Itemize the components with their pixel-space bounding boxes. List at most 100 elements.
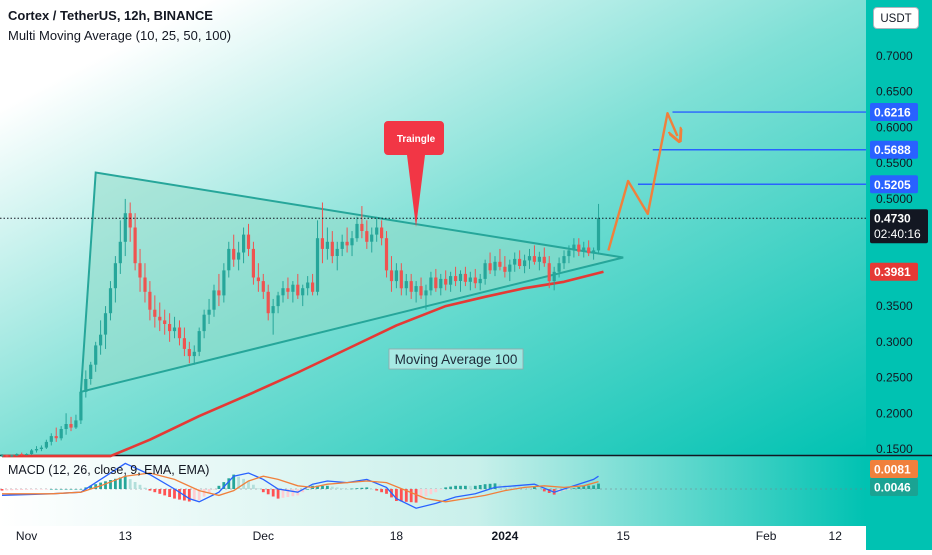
candle[interactable]: [69, 416, 73, 432]
candle[interactable]: [458, 270, 463, 292]
candle[interactable]: [207, 298, 211, 324]
candle[interactable]: [266, 284, 270, 321]
candle[interactable]: [592, 247, 596, 260]
candle[interactable]: [340, 234, 344, 257]
candle[interactable]: [380, 220, 384, 246]
candle[interactable]: [409, 273, 413, 299]
candle[interactable]: [0, 454, 4, 457]
candle[interactable]: [59, 426, 63, 441]
candle[interactable]: [15, 453, 19, 457]
candle[interactable]: [291, 281, 295, 303]
candle[interactable]: [242, 227, 246, 264]
candle[interactable]: [419, 277, 423, 299]
candle[interactable]: [572, 238, 576, 258]
candle[interactable]: [197, 327, 201, 357]
candle[interactable]: [355, 216, 359, 242]
candle[interactable]: [192, 345, 196, 365]
indicator-legend[interactable]: Multi Moving Average (10, 25, 50, 100): [8, 28, 232, 43]
candle[interactable]: [345, 227, 349, 253]
candle[interactable]: [394, 263, 398, 289]
candle[interactable]: [311, 273, 315, 296]
candle[interactable]: [148, 281, 152, 321]
candle[interactable]: [113, 256, 117, 303]
candle[interactable]: [34, 446, 39, 453]
candle[interactable]: [473, 268, 477, 289]
macd-value-label[interactable]: 0.0081: [870, 460, 918, 478]
target-level-3-label[interactable]: 0.6216: [870, 103, 918, 121]
candle[interactable]: [439, 273, 443, 296]
candle[interactable]: [108, 281, 113, 321]
candle[interactable]: [483, 259, 487, 285]
candle[interactable]: [25, 453, 29, 456]
candle[interactable]: [335, 241, 339, 271]
candle[interactable]: [281, 281, 285, 303]
candle[interactable]: [296, 273, 300, 299]
candle[interactable]: [508, 259, 512, 282]
candle[interactable]: [261, 273, 265, 299]
candle[interactable]: [222, 263, 226, 303]
candle[interactable]: [276, 291, 280, 314]
candle[interactable]: [429, 271, 433, 296]
candle[interactable]: [399, 263, 403, 296]
candle[interactable]: [513, 252, 517, 272]
candle[interactable]: [532, 245, 536, 265]
candle[interactable]: [562, 250, 566, 269]
candle[interactable]: [315, 220, 320, 296]
candle[interactable]: [537, 251, 541, 271]
candle[interactable]: [389, 256, 394, 292]
candle[interactable]: [217, 273, 221, 307]
candle[interactable]: [153, 295, 157, 328]
candle[interactable]: [587, 240, 591, 257]
candle[interactable]: [158, 302, 162, 332]
chart-title[interactable]: Cortex / TetherUS, 12h, BINANCE: [8, 8, 213, 23]
candle[interactable]: [365, 220, 369, 249]
candle[interactable]: [246, 223, 251, 257]
candle[interactable]: [202, 309, 206, 339]
candle[interactable]: [177, 320, 182, 346]
candle[interactable]: [232, 234, 236, 267]
target-level-2-label[interactable]: 0.5688: [870, 140, 918, 159]
candle[interactable]: [306, 276, 310, 296]
ma100-label-box[interactable]: Moving Average 100: [388, 348, 524, 370]
candle[interactable]: [237, 241, 241, 271]
candle[interactable]: [503, 256, 507, 278]
candle[interactable]: [444, 270, 448, 291]
candle[interactable]: [404, 273, 408, 296]
candle[interactable]: [138, 248, 142, 292]
candle[interactable]: [128, 202, 132, 242]
currency-selector-button[interactable]: USDT: [873, 7, 919, 29]
candle[interactable]: [552, 266, 556, 291]
candle[interactable]: [527, 248, 532, 269]
candle[interactable]: [212, 284, 216, 317]
candle[interactable]: [94, 341, 98, 372]
candle[interactable]: [320, 202, 324, 264]
projection-path[interactable]: [607, 111, 677, 251]
candle[interactable]: [468, 271, 472, 291]
candle[interactable]: [118, 220, 122, 274]
ma100-line[interactable]: [2, 270, 604, 458]
candle[interactable]: [424, 284, 428, 310]
candle[interactable]: [596, 203, 601, 253]
ma100-price-label[interactable]: 0.3981: [870, 262, 918, 281]
candle[interactable]: [172, 316, 177, 339]
candle[interactable]: [64, 413, 68, 435]
candle[interactable]: [370, 227, 374, 253]
candle[interactable]: [20, 452, 24, 456]
candle[interactable]: [143, 263, 147, 303]
candle[interactable]: [498, 248, 502, 271]
candle[interactable]: [582, 241, 586, 258]
candle[interactable]: [49, 433, 53, 446]
candle[interactable]: [493, 256, 497, 277]
candle[interactable]: [488, 252, 492, 274]
macd-legend[interactable]: MACD (12, 26, close, 9, EMA, EMA): [8, 463, 210, 477]
candle[interactable]: [227, 241, 231, 278]
candle[interactable]: [187, 341, 191, 364]
candle[interactable]: [251, 241, 255, 285]
candle[interactable]: [577, 238, 581, 257]
candle[interactable]: [99, 320, 103, 355]
candle[interactable]: [375, 216, 379, 242]
candle[interactable]: [454, 266, 458, 287]
target-level-1-label[interactable]: 0.5205: [870, 175, 918, 194]
candle[interactable]: [463, 266, 467, 287]
